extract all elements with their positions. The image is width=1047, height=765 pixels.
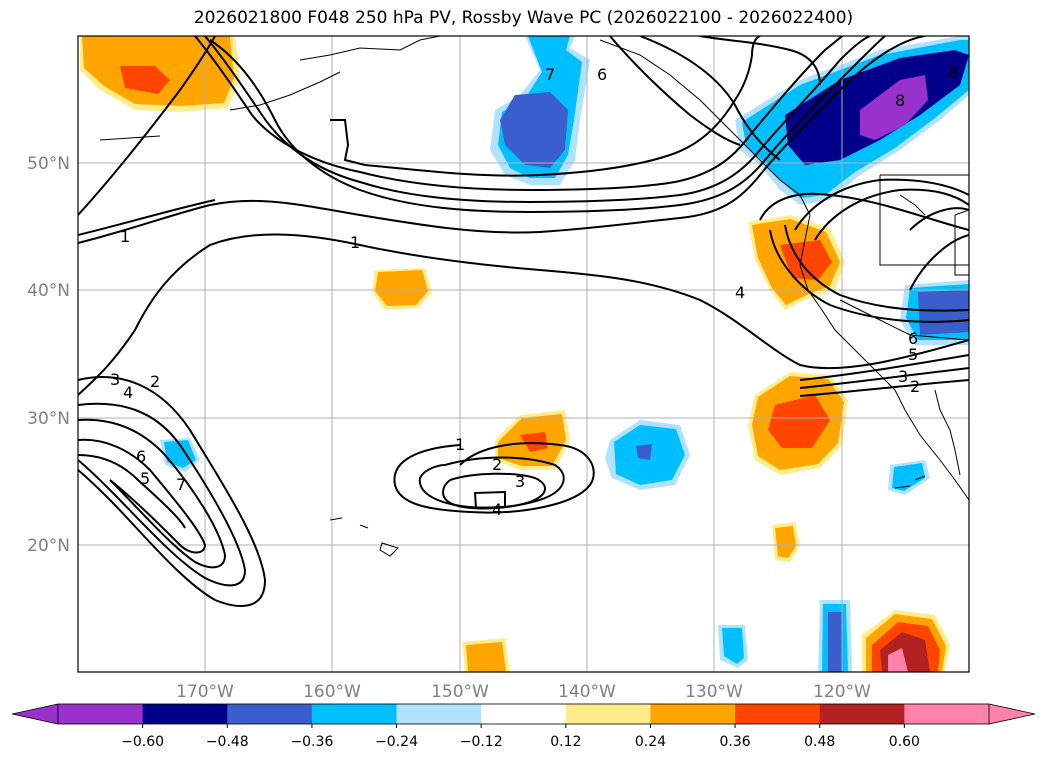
colorbar-tick-label: −0.48: [206, 734, 249, 750]
colorbar-cell: [311, 704, 398, 724]
contour-label: 4: [735, 283, 745, 302]
pv-contours: [78, 36, 969, 607]
lat-label: 30°N: [27, 409, 70, 429]
lat-label: 40°N: [27, 281, 70, 301]
coastlines: [99, 36, 969, 557]
lon-label: 170°W: [176, 682, 234, 702]
contour-label: 4: [492, 500, 502, 519]
contour-label: 2: [492, 455, 502, 474]
contour-label: 3: [110, 370, 120, 389]
lon-label: 150°W: [431, 682, 489, 702]
lon-label: 140°W: [558, 682, 616, 702]
colorbar-tick-label: 0.48: [804, 734, 835, 750]
lon-label: 120°W: [813, 682, 871, 702]
contour-label: 7: [176, 475, 186, 494]
chart-title: 2026021800 F048 250 hPa PV, Rossby Wave …: [193, 8, 854, 28]
colorbar-over-arrow: [988, 703, 1036, 725]
contour-label: 2: [150, 372, 160, 391]
colorbar-tick-label: 0.24: [635, 734, 666, 750]
colorbar-frame: [57, 703, 990, 725]
lon-labels: 170°W 160°W 150°W 140°W 130°W 120°W: [176, 682, 871, 702]
contour-label: 7: [545, 65, 555, 84]
contour-label: 6: [136, 447, 146, 466]
contour-label: 5: [140, 469, 150, 488]
colorbar-cell: [650, 704, 736, 724]
colorbar-tick-label: −0.24: [375, 734, 418, 750]
colorbar-cell: [819, 704, 905, 724]
contour-label: 6: [908, 329, 918, 348]
contour-label: 6: [597, 65, 607, 84]
colorbar-cell: [142, 704, 228, 724]
contour-label: 1: [350, 233, 360, 252]
colorbar-cell: [227, 704, 313, 724]
colorbar-cell: [904, 704, 990, 724]
colorbar-cell: [481, 704, 567, 724]
contour-label: 5: [908, 345, 918, 364]
lat-labels: 20°N 30°N 40°N 50°N: [27, 154, 70, 556]
colorbar-tick-label: 0.36: [720, 734, 751, 750]
colorbar-tick-label: 0.60: [889, 734, 920, 750]
colorbar-tick-label: −0.60: [121, 734, 164, 750]
colorbar-tick-label: 0.12: [550, 734, 581, 750]
lon-label: 130°W: [685, 682, 743, 702]
colorbar: −0.60 −0.48 −0.36 −0.24 −0.12 0.12 0.24 0.36 0.4…: [11, 703, 1036, 750]
lat-label: 20°N: [27, 536, 70, 556]
contour-label: 8: [948, 63, 958, 82]
colorbar-cell: [735, 704, 821, 724]
contour-label: 8: [895, 91, 905, 110]
colorbar-cell: [58, 704, 144, 724]
lon-label: 160°W: [303, 682, 361, 702]
contour-label: 1: [120, 227, 130, 246]
pv-anomaly-shading: [80, 36, 969, 672]
contour-label: 2: [910, 377, 920, 396]
colorbar-under-arrow: [11, 703, 59, 725]
contour-label: 3: [898, 367, 908, 386]
contour-label: 4: [123, 383, 133, 402]
contour-label: 1: [455, 435, 465, 454]
colorbar-cell: [565, 704, 651, 724]
map-frame: [77, 35, 970, 673]
contour-label: 3: [515, 472, 525, 491]
colorbar-cell: [396, 704, 482, 724]
contour-labels: 1 1 2 3 4 1 2 3 4 5 6 7 4 6 7 8 3 2 5 6 …: [110, 63, 958, 519]
colorbar-tick-label: −0.36: [290, 734, 333, 750]
colorbar-tick-label: −0.12: [460, 734, 503, 750]
graticule: [78, 36, 969, 672]
lat-label: 50°N: [27, 154, 70, 174]
